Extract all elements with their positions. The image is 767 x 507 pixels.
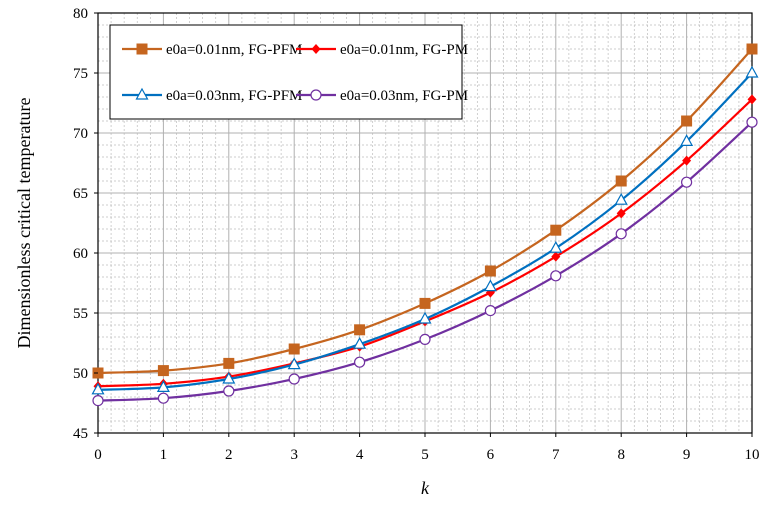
series-line bbox=[97, 72, 753, 391]
legend-label: e0a=0.01nm, FG-PFM bbox=[166, 42, 302, 58]
legend-swatch-marker bbox=[310, 89, 322, 101]
data-point bbox=[353, 336, 367, 349]
x-tick-label: 5 bbox=[421, 447, 429, 463]
data-point bbox=[157, 365, 169, 377]
data-point bbox=[682, 155, 692, 166]
data-point bbox=[746, 116, 758, 128]
data-point bbox=[418, 311, 432, 324]
x-tick-label: 8 bbox=[617, 447, 625, 463]
y-tick-label: 55 bbox=[73, 306, 88, 322]
y-tick-label: 50 bbox=[73, 366, 88, 382]
y-tick-label: 75 bbox=[73, 66, 88, 82]
series-3 bbox=[91, 65, 759, 395]
data-point bbox=[615, 228, 627, 240]
legend-swatch-marker bbox=[135, 87, 149, 100]
data-point bbox=[550, 224, 562, 236]
data-point bbox=[288, 343, 300, 355]
data-point bbox=[615, 175, 627, 187]
y-tick-label: 45 bbox=[73, 426, 88, 442]
series-group bbox=[91, 43, 759, 407]
data-point bbox=[223, 385, 235, 397]
legend-swatch-marker bbox=[311, 44, 321, 54]
y-tick-label: 65 bbox=[73, 186, 88, 202]
series-1 bbox=[92, 43, 758, 379]
legend-item: e0a=0.01nm, FG-PFM bbox=[122, 42, 302, 58]
x-tick-label: 9 bbox=[683, 447, 691, 463]
legend-swatch-marker bbox=[136, 43, 148, 55]
x-axis-ticks: 0 1 2 3 4 5 6 7 8 9 10 bbox=[94, 433, 760, 463]
data-point bbox=[222, 371, 236, 384]
data-point bbox=[157, 392, 169, 404]
data-point bbox=[484, 265, 496, 277]
data-point bbox=[746, 43, 758, 55]
legend: e0a=0.01nm, FG-PFM e0a=0.01nm, FG-PM e0a=0… bbox=[109, 24, 468, 120]
x-tick-label: 2 bbox=[225, 447, 233, 463]
y-tick-label: 70 bbox=[73, 126, 88, 142]
data-point bbox=[223, 357, 235, 369]
data-point bbox=[681, 115, 693, 127]
data-point bbox=[156, 380, 170, 392]
legend-box bbox=[109, 24, 463, 120]
legend-item: e0a=0.01nm, FG-PM bbox=[296, 42, 468, 58]
data-point bbox=[680, 134, 694, 146]
data-point bbox=[354, 356, 366, 368]
y-tick-label: 60 bbox=[73, 246, 88, 262]
x-tick-label: 3 bbox=[290, 447, 298, 463]
x-tick-label: 1 bbox=[160, 447, 168, 463]
x-tick-label: 7 bbox=[552, 447, 560, 463]
data-point bbox=[550, 270, 562, 282]
legend-label: e0a=0.01nm, FG-PM bbox=[340, 42, 468, 58]
data-point bbox=[419, 297, 431, 309]
data-point bbox=[745, 65, 759, 78]
x-tick-label: 0 bbox=[94, 447, 102, 463]
x-axis-title: k bbox=[421, 478, 430, 498]
data-point bbox=[91, 382, 105, 395]
legend-label: e0a=0.03nm, FG-PFM bbox=[166, 88, 302, 104]
y-axis-title: Dimensionless critical temperature bbox=[14, 98, 34, 349]
x-tick-label: 6 bbox=[487, 447, 495, 463]
y-tick-label: 80 bbox=[73, 6, 88, 22]
data-point bbox=[484, 305, 496, 317]
data-point bbox=[92, 395, 104, 407]
legend-label: e0a=0.03nm, FG-PM bbox=[340, 88, 468, 104]
x-tick-label: 10 bbox=[745, 447, 760, 463]
data-point bbox=[419, 333, 431, 345]
data-point bbox=[747, 94, 757, 105]
legend-item: e0a=0.03nm, FG-PM bbox=[296, 88, 468, 104]
x-tick-label: 4 bbox=[356, 447, 364, 463]
data-point bbox=[288, 373, 300, 385]
legend-item: e0a=0.03nm, FG-PFM bbox=[122, 87, 302, 104]
data-point bbox=[680, 176, 693, 188]
data-point bbox=[614, 192, 628, 205]
data-point bbox=[354, 324, 366, 336]
y-axis-ticks: 45 50 55 60 65 70 75 80 bbox=[73, 6, 98, 442]
data-point bbox=[483, 279, 497, 292]
data-point bbox=[287, 357, 301, 370]
series-4 bbox=[92, 116, 758, 407]
data-point bbox=[549, 240, 563, 253]
data-point bbox=[616, 208, 626, 219]
data-point bbox=[551, 251, 561, 262]
